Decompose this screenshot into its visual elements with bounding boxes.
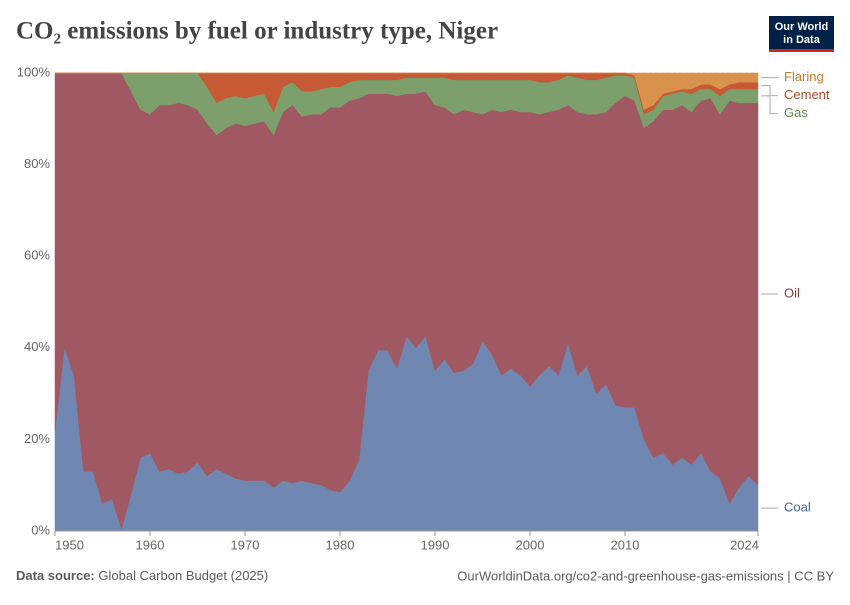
url: OurWorldinData.org/co2-and-greenhouse-ga… xyxy=(457,568,834,583)
y-tick-label: 20% xyxy=(24,431,50,446)
source-label: Data source: xyxy=(16,568,95,583)
legend-label: Flaring xyxy=(784,69,824,84)
y-tick-label: 0% xyxy=(31,522,50,537)
chart-title: CO₂ emissions by fuel or industry type, … xyxy=(16,18,498,45)
x-tick-label: 2024 xyxy=(730,537,759,552)
y-tick-label: 60% xyxy=(24,248,50,263)
legend-connector xyxy=(761,95,778,115)
y-tick-label: 80% xyxy=(24,156,50,171)
x-tick-label: 1960 xyxy=(136,537,165,552)
area xyxy=(55,72,759,110)
x-tick-label: 2010 xyxy=(611,537,640,552)
legend-label: Oil xyxy=(784,285,800,300)
y-tick-label: 100% xyxy=(17,64,51,79)
source-text: Global Carbon Budget (2025) xyxy=(98,568,268,583)
x-tick-label: 1950 xyxy=(55,537,84,552)
legend-label: Coal xyxy=(784,500,811,515)
x-tick-label: 1990 xyxy=(421,537,450,552)
logo-text: in Data xyxy=(783,34,821,46)
legend-connector xyxy=(761,85,778,97)
logo xyxy=(769,16,834,52)
y-tick-label: 40% xyxy=(24,339,50,354)
x-tick-label: 1970 xyxy=(231,537,260,552)
source: Data source: Global Carbon Budget (2025) xyxy=(16,568,268,583)
legend-label: Gas xyxy=(784,105,808,120)
x-tick-label: 1980 xyxy=(326,537,355,552)
logo-stripe xyxy=(769,49,834,52)
logo-text: Our World xyxy=(775,21,829,33)
x-tick-label: 2000 xyxy=(516,537,545,552)
legend-label: Cement xyxy=(784,87,830,102)
